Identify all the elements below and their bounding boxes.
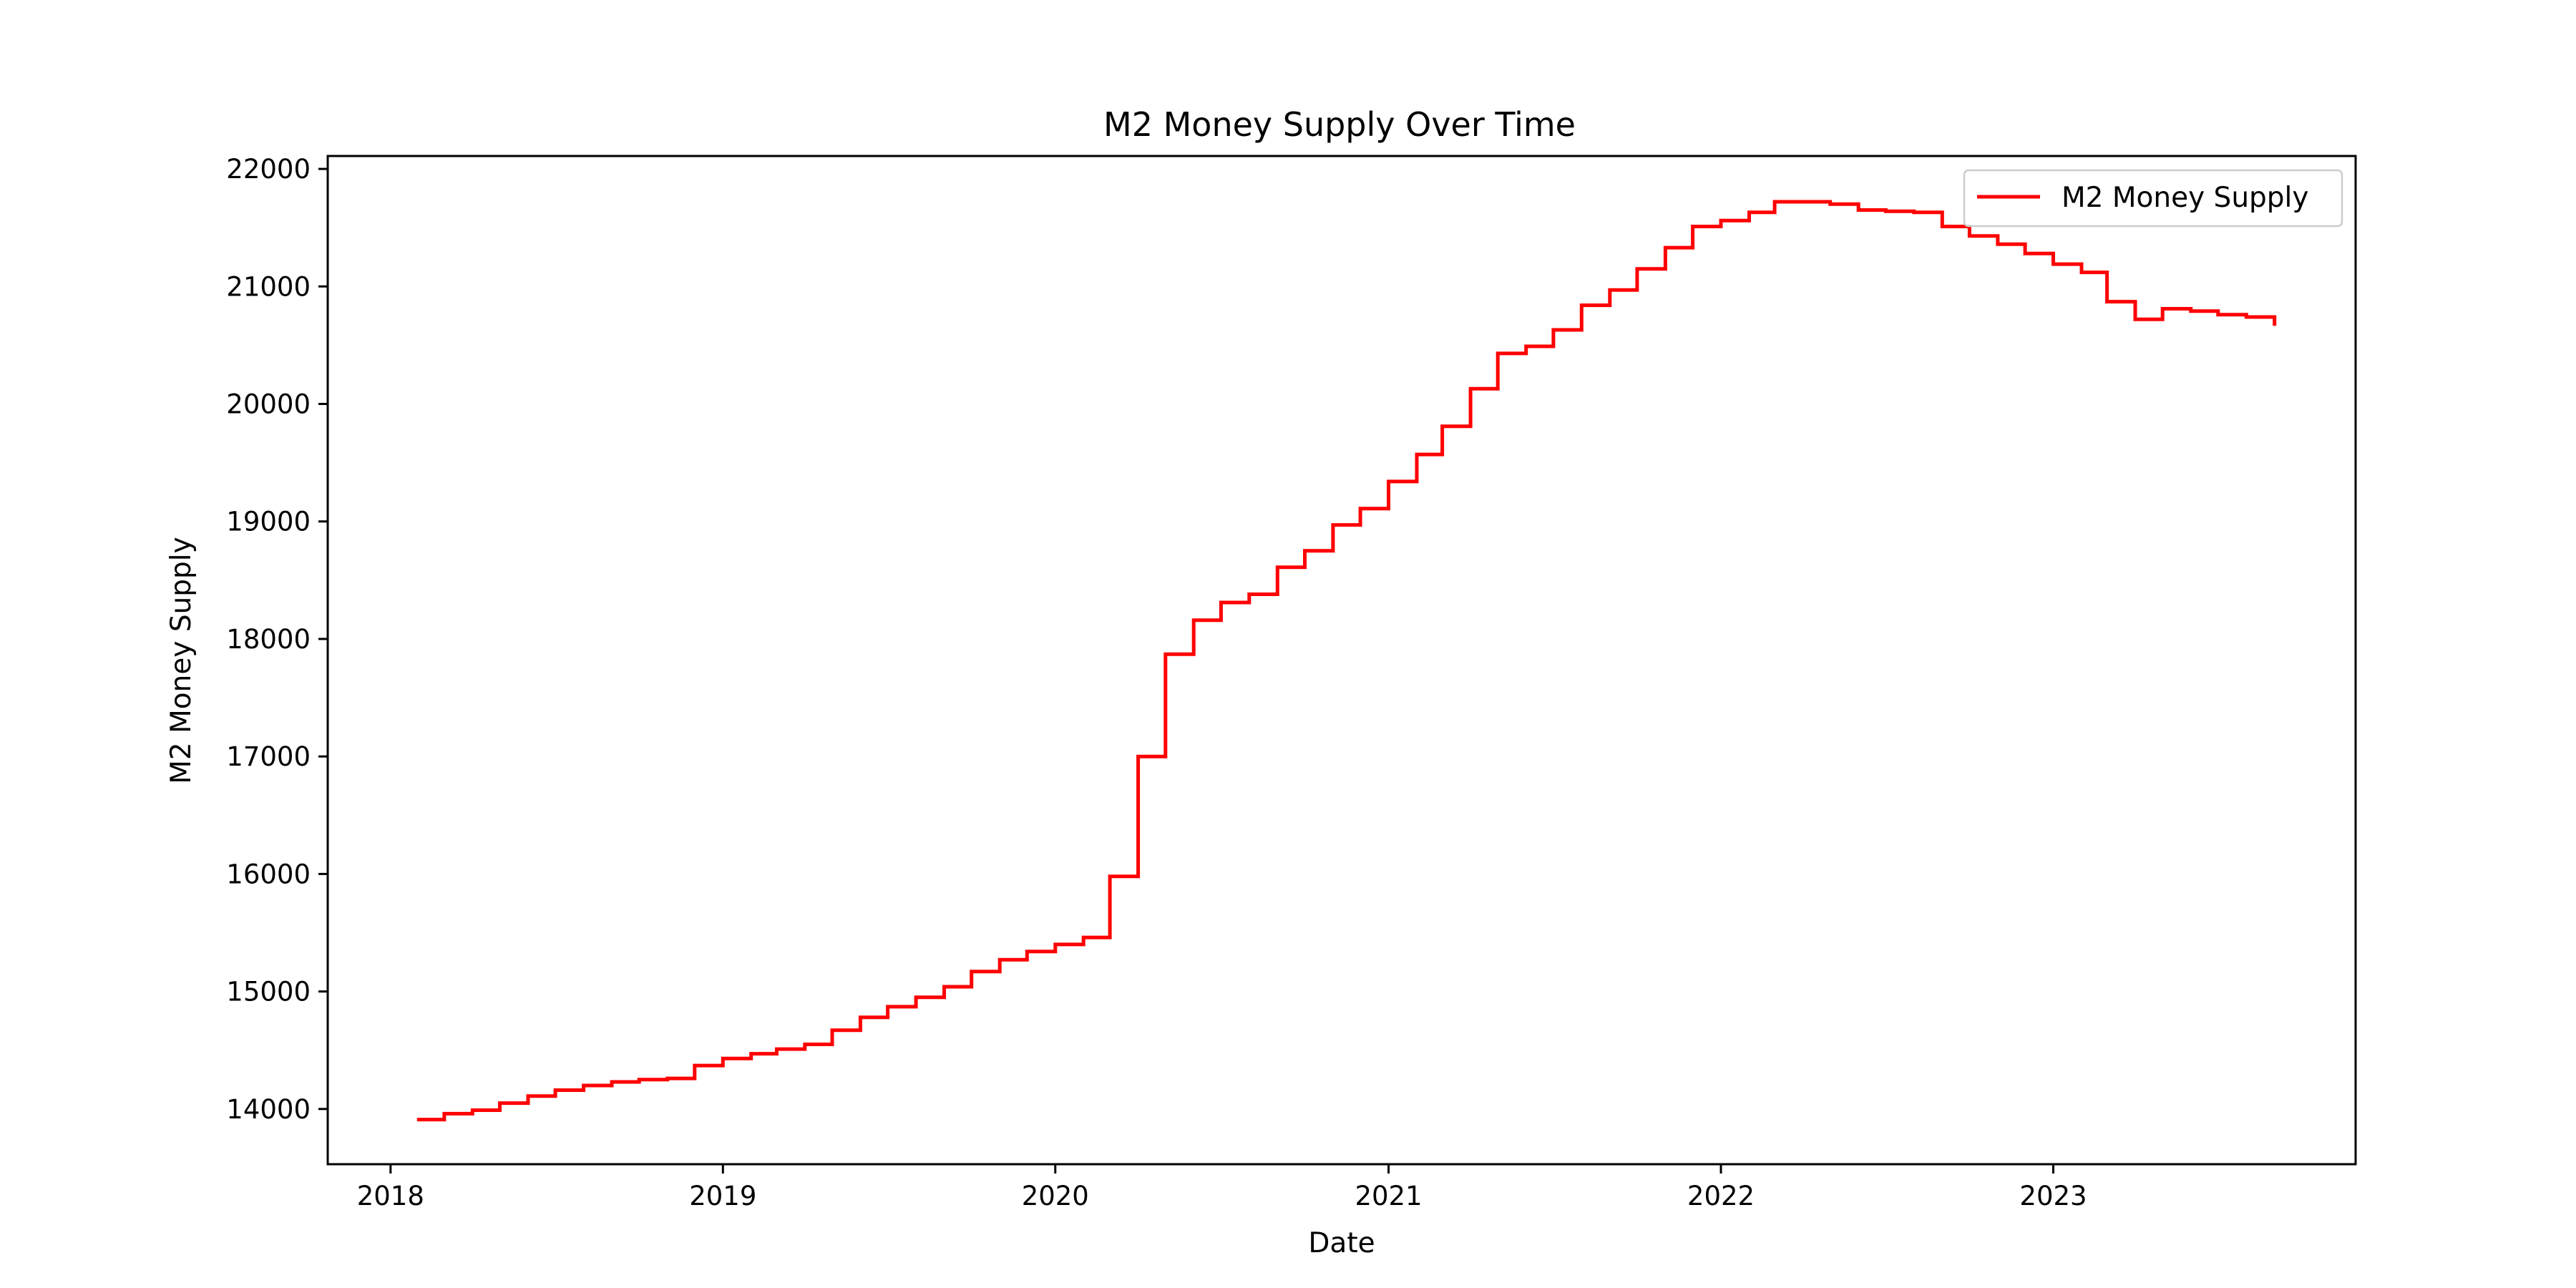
x-tick-label: 2022 xyxy=(1687,1181,1755,1211)
series-layer xyxy=(416,200,2277,1122)
y-tick-label: 20000 xyxy=(226,389,311,420)
plot-frame xyxy=(326,155,2357,1166)
chart-title: M2 Money Supply Over Time xyxy=(1103,105,1576,144)
x-tick-label: 2023 xyxy=(2019,1181,2087,1211)
x-tick-label: 2019 xyxy=(689,1181,756,1211)
x-tick-label: 2021 xyxy=(1355,1181,1422,1211)
x-axis-label: Date xyxy=(1308,1227,1375,1259)
y-tick-label: 17000 xyxy=(226,741,311,772)
legend-box xyxy=(1963,169,2343,228)
y-tick-label: 19000 xyxy=(226,507,311,537)
legend: M2 Money Supply xyxy=(1963,169,2343,228)
y-tick-label: 21000 xyxy=(226,271,311,302)
y-axis-label: M2 Money Supply xyxy=(165,537,197,784)
y-tick-label: 15000 xyxy=(226,977,311,1008)
y-tick-label: 14000 xyxy=(226,1094,311,1125)
x-axis: 2018 2019 2020 2021 2022 2023 xyxy=(357,1164,2087,1211)
y-tick-label: 16000 xyxy=(226,859,311,889)
y-tick-label: 18000 xyxy=(226,624,311,655)
x-tick-label: 2020 xyxy=(1022,1181,1089,1211)
series-line-0 xyxy=(416,200,2277,1122)
legend-label: M2 Money Supply xyxy=(2062,182,2308,214)
y-tick-label: 22000 xyxy=(226,154,311,185)
x-tick-label: 2018 xyxy=(357,1181,424,1211)
y-axis: 14000 15000 16000 17000 18000 19000 20000 21000… xyxy=(226,154,328,1125)
